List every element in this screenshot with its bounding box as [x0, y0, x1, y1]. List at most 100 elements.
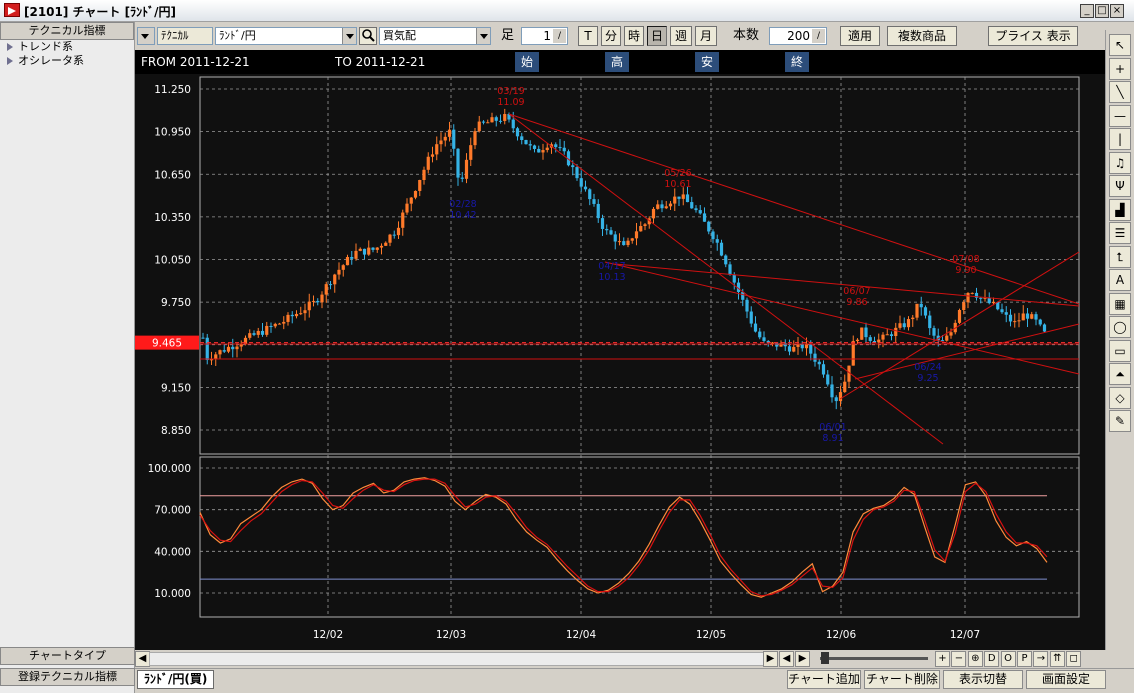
timeframe-tick[interactable]: T [578, 26, 598, 46]
expand-arrow-icon[interactable] [7, 43, 13, 51]
candle-body [396, 227, 401, 236]
tab-symbol[interactable]: ﾗﾝﾄﾞ/円(買) [137, 670, 215, 689]
vline-icon[interactable]: | [1109, 128, 1131, 150]
add-chart-button[interactable]: チャート追加 [787, 670, 861, 689]
text-icon[interactable]: A [1109, 269, 1131, 291]
candle-body [592, 199, 596, 204]
hline-icon[interactable]: — [1109, 104, 1131, 127]
timeframe-day[interactable]: 日 [647, 26, 667, 46]
pointer-icon[interactable]: ↖ [1109, 34, 1131, 56]
technical-select[interactable]: ﾃｸﾆｶﾙ [157, 27, 213, 45]
zoom-out-button[interactable]: − [951, 651, 967, 667]
zoom-slider-thumb[interactable] [821, 652, 829, 664]
timeframe-week[interactable]: 週 [670, 26, 692, 46]
chart-area[interactable]: 11.25010.95010.65010.35010.0509.7509.450… [135, 74, 1105, 650]
candle-body [885, 334, 889, 336]
candle-body [294, 313, 299, 317]
candle-body [728, 264, 732, 275]
candle-body [282, 321, 286, 324]
annotation-value: 10.13 [598, 272, 625, 283]
apply-button[interactable]: 適用 [840, 26, 880, 46]
zoom-in-button[interactable]: + [935, 651, 950, 667]
zoom-fit-button[interactable]: ⊕ [967, 651, 983, 667]
box-label-icon[interactable]: ☰ [1109, 222, 1131, 244]
alert-icon[interactable]: ♫ [1109, 151, 1131, 174]
count-label: 本数 [733, 28, 760, 43]
price-display-button[interactable]: プライス 表示 [988, 26, 1078, 46]
candle-body [877, 339, 881, 343]
trendline-icon[interactable]: ╲ [1109, 81, 1131, 103]
zoom-slider[interactable] [820, 657, 928, 660]
p-button[interactable]: P [1017, 651, 1032, 667]
candle-body [698, 210, 702, 214]
window-mode-button[interactable]: ◻ [1066, 651, 1082, 667]
candle-body [566, 151, 571, 166]
registered-indicator-button[interactable]: 登録テクニカル指標 [0, 668, 135, 686]
tree-item-trend[interactable]: トレンド系 [0, 40, 134, 54]
candle-body [290, 314, 294, 317]
screen-settings-button[interactable]: 画面設定 [1026, 670, 1106, 689]
price-chart[interactable]: 11.25010.95010.65010.35010.0509.7509.450… [135, 74, 1105, 650]
scroll-track[interactable] [149, 652, 766, 666]
timeframe-minute[interactable]: 分 [601, 26, 621, 46]
candle-body [426, 156, 430, 170]
play-button[interactable]: ▶ [763, 651, 778, 667]
eraser-icon[interactable]: ◇ [1109, 386, 1131, 409]
symbol-select[interactable]: ﾗﾝﾄﾞ/円 [215, 27, 357, 45]
candle-body [503, 114, 507, 121]
chevron-down-icon[interactable] [342, 28, 356, 44]
go-latest-button[interactable]: → [1033, 651, 1049, 667]
expand-arrow-icon[interactable] [7, 57, 13, 65]
quote-select[interactable]: 買気配 [379, 27, 491, 45]
candle-body [345, 257, 350, 266]
triangle-icon[interactable]: ⏶ [1109, 363, 1131, 385]
y-tick-label: 8.850 [161, 425, 191, 437]
close-button[interactable]: × [1110, 4, 1124, 18]
delete-chart-button[interactable]: チャート削除 [864, 670, 940, 689]
rectangle-icon[interactable]: ▭ [1109, 339, 1131, 362]
candle-body [949, 332, 953, 336]
candle-body [872, 340, 877, 343]
o-button[interactable]: O [1000, 651, 1016, 667]
tree-item-oscillator[interactable]: オシレータ系 [0, 54, 134, 68]
search-button[interactable] [359, 27, 377, 45]
multi-symbol-button[interactable]: 複数商品 [887, 26, 957, 46]
jump-start-button[interactable]: ◀ [779, 651, 794, 667]
candle-body [732, 274, 736, 283]
channel-icon[interactable]: ⮤ [1109, 245, 1131, 268]
osc-y-tick-label: 70.000 [154, 505, 191, 517]
maximize-button[interactable]: □ [1095, 4, 1109, 18]
crosshair-icon[interactable]: + [1109, 57, 1131, 80]
timeframe-month[interactable]: 月 [695, 26, 717, 46]
status-bar: ﾗﾝﾄﾞ/円(買) チャート追加 チャート削除 表示切替 画面設定 [135, 668, 1134, 693]
candle-body [855, 339, 860, 342]
chevron-down-icon[interactable] [476, 28, 490, 44]
jump-end-button[interactable]: ▶ [795, 651, 810, 667]
candle-body [265, 325, 269, 335]
candle-body [477, 121, 481, 132]
ashi-spinner[interactable]: 1 [521, 27, 568, 45]
timeframe-hour[interactable]: 時 [624, 26, 644, 46]
clear-icon[interactable]: ✎ [1109, 410, 1131, 432]
grid-icon[interactable]: ▦ [1109, 292, 1131, 315]
candle-body [447, 129, 452, 137]
minimize-button[interactable]: _ [1080, 4, 1094, 18]
toggle-display-button[interactable]: 表示切替 [943, 670, 1023, 689]
menu-dropdown[interactable] [137, 27, 155, 45]
candle-body [575, 167, 579, 179]
fit-height-button[interactable]: ⇈ [1049, 651, 1065, 667]
candle-body [469, 145, 473, 160]
chart-type-button[interactable]: チャートタイプ [0, 647, 135, 665]
quote-select-value: 買気配 [383, 29, 416, 42]
scroll-left-button[interactable]: ◀ [135, 651, 150, 667]
fork-icon[interactable]: Ψ [1109, 175, 1131, 197]
ellipse-icon[interactable]: ◯ [1109, 316, 1131, 338]
candle-body [677, 196, 681, 199]
candle-body [316, 300, 320, 303]
fibonacci-icon[interactable]: ▟ [1109, 198, 1131, 221]
chart-scroll-bar[interactable]: ◀ ▶ ◀ ▶ + − ⊕ D O P → ⇈ ◻ [135, 650, 1105, 668]
candle-body [537, 148, 541, 153]
d-button[interactable]: D [984, 651, 1000, 667]
candle-body [864, 327, 868, 338]
count-spinner[interactable]: 200 [769, 27, 827, 45]
